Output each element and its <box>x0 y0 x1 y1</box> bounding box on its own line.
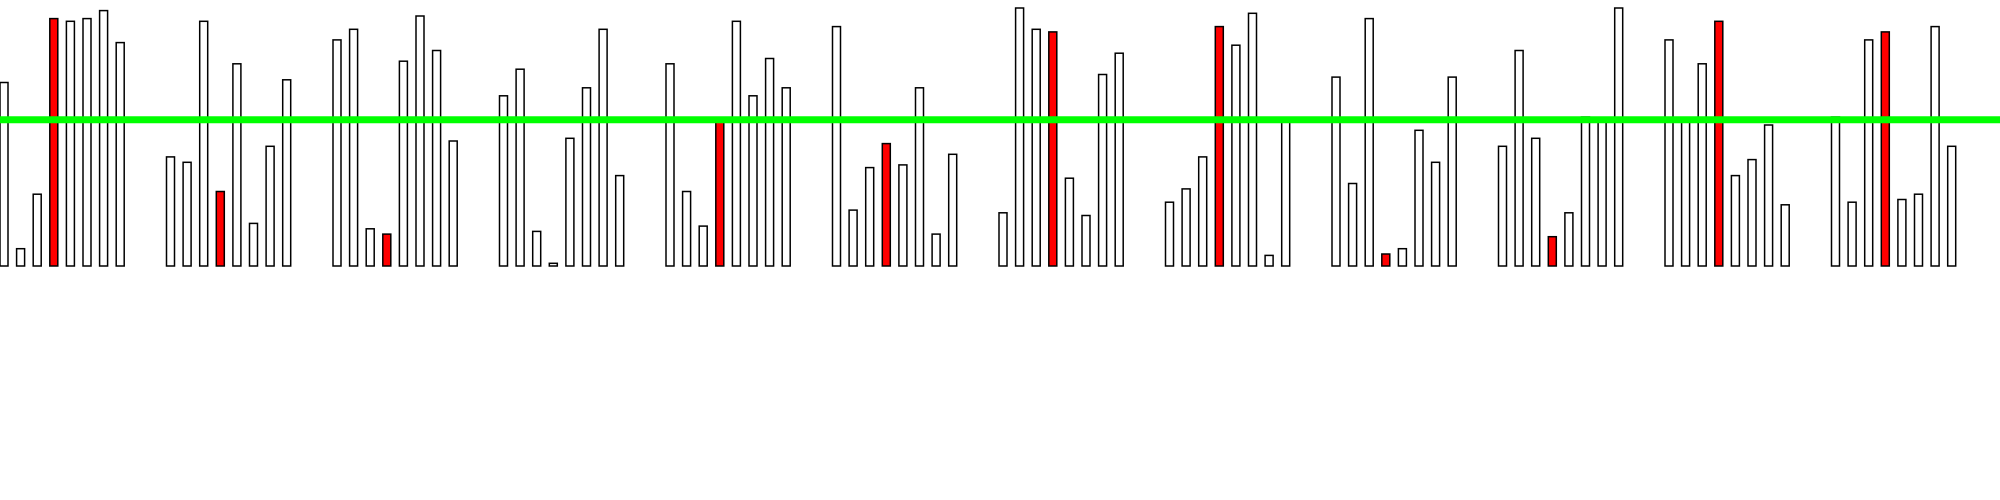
bar <box>914 87 925 267</box>
bar <box>931 233 941 267</box>
highlighted-bar <box>881 142 892 267</box>
bar <box>1863 39 1874 267</box>
bar <box>548 262 559 267</box>
bar <box>431 49 442 267</box>
bar <box>848 209 858 267</box>
bar <box>1664 39 1674 267</box>
bar <box>947 153 958 267</box>
bar <box>281 79 292 267</box>
bar <box>32 193 42 267</box>
highlighted-bar <box>1381 253 1391 267</box>
bar <box>1031 28 1041 267</box>
bar <box>1114 52 1124 267</box>
bar <box>1897 198 1907 267</box>
bar <box>1231 44 1241 267</box>
bar <box>781 87 791 267</box>
bar <box>1414 129 1424 267</box>
bar <box>1430 161 1441 267</box>
bar <box>15 247 26 267</box>
bar <box>198 20 209 267</box>
bar <box>1730 174 1741 267</box>
bar <box>1497 145 1508 267</box>
bar <box>415 15 425 267</box>
bar <box>1613 7 1624 267</box>
bar <box>748 95 758 267</box>
bar <box>1347 182 1358 267</box>
bar <box>365 228 375 267</box>
bar <box>65 20 76 267</box>
highlighted-bar <box>1048 31 1058 267</box>
highlighted-bar <box>1714 20 1724 267</box>
bar <box>1164 201 1175 267</box>
bar <box>182 161 192 267</box>
bar <box>1264 254 1274 267</box>
bar <box>1530 137 1541 267</box>
bar <box>764 57 775 267</box>
bar <box>1364 17 1374 267</box>
bar <box>1930 25 1940 267</box>
bar <box>448 140 458 267</box>
bar <box>565 137 575 267</box>
highlighted-bar <box>215 190 226 267</box>
bar <box>731 20 742 267</box>
bar <box>1397 247 1408 267</box>
bar <box>698 225 708 267</box>
bar <box>1331 76 1341 267</box>
bar <box>265 145 275 267</box>
bar <box>1847 201 1857 267</box>
bar <box>332 39 342 267</box>
bar <box>1197 156 1208 267</box>
bar <box>1247 12 1258 267</box>
bars-layer <box>0 7 1957 267</box>
bar <box>248 222 259 267</box>
bar <box>1697 63 1707 267</box>
bar <box>1447 76 1457 267</box>
bar <box>1064 177 1075 267</box>
bar <box>1097 73 1108 267</box>
bar <box>1946 145 1957 267</box>
bar <box>1763 124 1774 267</box>
highlighted-bar <box>1547 235 1558 267</box>
bar <box>1747 158 1757 267</box>
bar <box>898 164 908 267</box>
bar <box>1680 118 1691 267</box>
bar <box>665 63 675 267</box>
bar <box>1564 212 1574 267</box>
bar <box>82 17 92 267</box>
bar <box>98 9 109 267</box>
bar <box>0 81 9 267</box>
bar <box>831 25 842 267</box>
bar <box>1280 118 1291 267</box>
bar <box>115 41 125 267</box>
highlighted-bar <box>49 17 59 267</box>
bar <box>614 174 625 267</box>
bar <box>232 63 242 267</box>
highlighted-bar <box>1214 25 1225 267</box>
bar <box>1014 7 1025 267</box>
bar <box>1830 116 1841 267</box>
bar <box>681 190 692 267</box>
bar <box>1181 188 1191 267</box>
bar <box>515 68 525 267</box>
bar <box>531 230 542 267</box>
bar <box>398 60 409 267</box>
bar <box>1780 204 1790 267</box>
bar <box>1580 116 1591 267</box>
bar <box>498 95 509 267</box>
highlighted-bar <box>382 233 392 267</box>
bar <box>1514 49 1524 267</box>
bar <box>1597 118 1607 267</box>
bar <box>1913 193 1924 267</box>
bar <box>581 87 592 267</box>
bar <box>864 166 875 267</box>
bar <box>1081 214 1091 267</box>
bar <box>598 28 608 267</box>
bar <box>998 212 1008 267</box>
bar <box>348 28 359 267</box>
highlighted-bar <box>1880 31 1891 267</box>
bar <box>165 156 176 267</box>
highlighted-bar <box>715 118 725 267</box>
